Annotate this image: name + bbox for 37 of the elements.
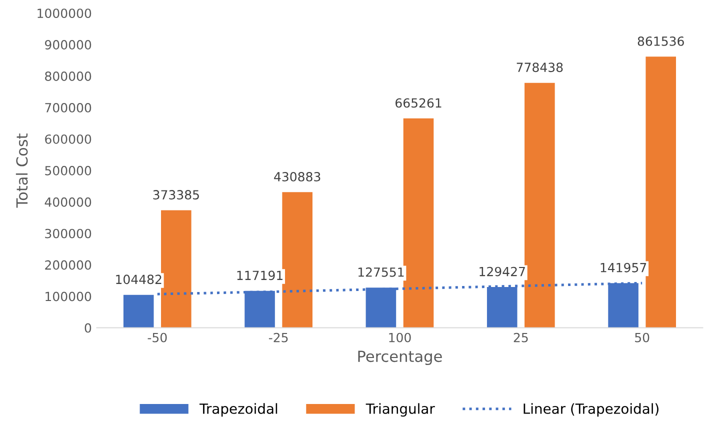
data-label: 117191 [237,270,282,280]
data-label: 430883 [274,172,320,182]
y-tick-label: 300000 [45,228,92,238]
data-label: 373385 [153,190,199,200]
data-label: 129427 [480,266,525,276]
y-tick-label: 500000 [45,166,92,176]
legend-label: Linear (Trapezoidal) [524,403,658,417]
y-tick-label: 1000000 [38,8,92,18]
y-tick-label: 200000 [45,260,92,270]
x-tick-label: 50 [635,332,650,342]
y-tick-label: 800000 [45,72,92,81]
data-label: 778438 [516,62,563,72]
data-label: 861536 [638,36,684,46]
x-tick-label: -50 [148,332,167,342]
x-tick-label: 100 [389,332,411,342]
y-tick-label: 900000 [45,40,92,50]
bar [646,56,676,328]
bar [524,82,555,328]
y-axis-title: Total Cost [16,134,28,208]
y-tick-label: 400000 [44,197,92,207]
data-label: 104482 [116,274,162,284]
y-tick-label: 100000 [46,292,92,302]
bar [403,118,434,328]
bar [161,210,192,328]
x-tick-label: 25 [514,332,528,342]
legend-label: Trapezoidal [199,403,278,417]
data-label: 665261 [396,98,442,108]
y-tick-label: 700000 [45,102,92,112]
x-tick-label: -25 [268,332,288,342]
data-label: 141957 [600,262,646,272]
legend-label: Triangular [366,403,435,417]
data-label: 127551 [358,267,404,277]
bar [282,192,312,328]
y-tick-label: 0 [84,323,92,333]
bar [123,294,154,328]
x-axis-title: Percentage [358,350,442,366]
y-tick-label: 600000 [45,134,92,144]
